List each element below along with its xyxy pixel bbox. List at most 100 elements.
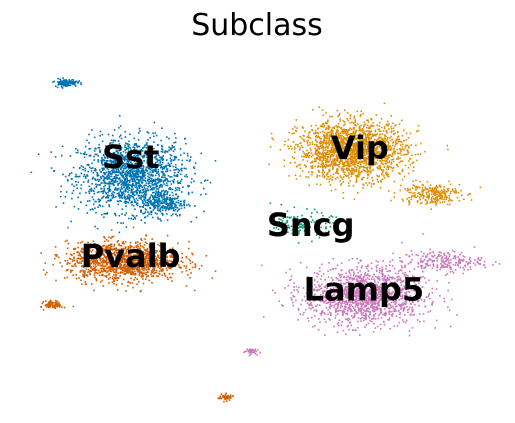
- data-point: [101, 267, 103, 270]
- data-point: [322, 154, 325, 157]
- data-point: [120, 253, 123, 256]
- data-point: [155, 258, 158, 260]
- data-point: [105, 269, 107, 272]
- data-point: [343, 155, 346, 158]
- data-point: [340, 131, 343, 133]
- data-point: [105, 191, 107, 194]
- data-point: [415, 144, 417, 147]
- data-point: [138, 180, 140, 183]
- data-point: [124, 265, 126, 268]
- data-point: [362, 169, 365, 171]
- data-point: [116, 257, 119, 260]
- data-point: [311, 154, 314, 156]
- data-point: [307, 144, 309, 147]
- data-point: [224, 394, 227, 396]
- data-point: [61, 87, 64, 89]
- data-point: [147, 162, 150, 165]
- data-point: [363, 131, 365, 133]
- data-point: [301, 137, 303, 140]
- data-point: [308, 154, 311, 157]
- data-point: [125, 175, 128, 177]
- data-point: [159, 194, 161, 197]
- data-point: [135, 256, 137, 259]
- data-point: [150, 194, 152, 196]
- data-point: [112, 180, 114, 182]
- data-point: [152, 174, 154, 176]
- data-point: [102, 154, 105, 156]
- data-point: [128, 217, 130, 220]
- data-point: [382, 138, 384, 140]
- data-point: [84, 283, 87, 285]
- data-point: [135, 183, 137, 186]
- data-point: [101, 263, 104, 266]
- data-point: [336, 131, 338, 133]
- data-point: [361, 170, 363, 173]
- data-point: [358, 166, 360, 168]
- data-point: [148, 246, 151, 249]
- data-point: [350, 158, 352, 161]
- data-point: [167, 207, 170, 210]
- data-point: [108, 185, 111, 187]
- data-point: [365, 157, 367, 160]
- data-point: [346, 131, 348, 133]
- data-point: [318, 158, 320, 161]
- data-point: [318, 148, 320, 150]
- data-point: [367, 136, 369, 139]
- data-point: [79, 254, 82, 257]
- data-point: [178, 266, 181, 269]
- data-point: [373, 148, 376, 150]
- data-point: [75, 147, 77, 150]
- data-point: [41, 302, 44, 305]
- data-point: [124, 241, 127, 243]
- data-point: [134, 276, 137, 279]
- data-point: [349, 122, 351, 124]
- data-point: [384, 146, 386, 148]
- data-point: [129, 251, 132, 253]
- data-point: [364, 143, 366, 145]
- data-point: [348, 141, 350, 143]
- data-point: [135, 172, 138, 175]
- data-point: [170, 204, 173, 207]
- data-point: [381, 150, 383, 152]
- data-point: [90, 170, 93, 172]
- data-point: [143, 212, 146, 215]
- data-point: [185, 270, 188, 272]
- data-point: [176, 180, 179, 182]
- data-point: [168, 265, 171, 267]
- data-point: [372, 149, 374, 151]
- data-point: [117, 200, 120, 203]
- data-point: [115, 267, 118, 269]
- data-point: [291, 156, 294, 158]
- data-point: [349, 180, 352, 182]
- data-point: [151, 275, 153, 277]
- data-point: [108, 181, 111, 183]
- data-point: [132, 172, 134, 175]
- data-point: [163, 274, 166, 276]
- data-point: [124, 246, 127, 248]
- data-point: [149, 251, 151, 254]
- data-point: [63, 79, 65, 81]
- data-point: [87, 269, 90, 271]
- data-point: [396, 148, 398, 151]
- data-point: [138, 274, 140, 276]
- data-point: [64, 82, 66, 84]
- data-point: [117, 240, 119, 242]
- data-point: [411, 162, 414, 164]
- data-point: [344, 137, 346, 140]
- data-point: [315, 132, 317, 134]
- data-point: [357, 136, 359, 139]
- data-point: [166, 276, 169, 279]
- data-point: [124, 181, 126, 183]
- data-point: [104, 156, 106, 158]
- data-point: [144, 262, 147, 265]
- data-point: [134, 166, 137, 169]
- data-point: [114, 171, 116, 174]
- data-point: [149, 260, 151, 262]
- data-point: [358, 161, 361, 163]
- data-point: [153, 135, 155, 138]
- data-point: [376, 139, 379, 141]
- data-point: [364, 170, 366, 172]
- data-point: [85, 258, 87, 261]
- data-point: [359, 165, 362, 167]
- data-point: [296, 127, 298, 129]
